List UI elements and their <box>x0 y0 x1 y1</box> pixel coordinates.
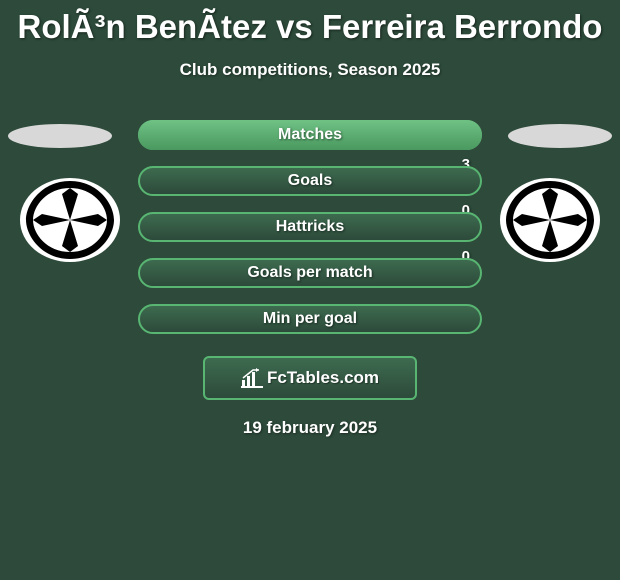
club-badge-right: M W F C <box>500 178 600 262</box>
club-badge-left: M W F C <box>20 178 120 262</box>
badge-letter-top: M <box>65 192 74 204</box>
stat-label: Goals <box>138 166 482 196</box>
brand-label: FcTables.com <box>267 368 379 388</box>
badge-letter-bottom: C <box>546 236 554 248</box>
player-photo-left <box>8 124 112 148</box>
stat-label: Matches <box>138 120 482 150</box>
date-label: 19 february 2025 <box>0 418 620 438</box>
stat-row-min-per-goal: Min per goal <box>138 304 482 334</box>
stat-row-matches: Matches 3 <box>138 120 482 150</box>
badge-letter-right: F <box>570 215 577 227</box>
stat-row-hattricks: Hattricks 0 <box>138 212 482 242</box>
player-photo-right <box>508 124 612 148</box>
badge-letter-bottom: C <box>66 236 74 248</box>
page-title: RolÃ³n BenÃ­tez vs Ferreira Berrondo <box>0 0 620 46</box>
badge-letter-top: M <box>545 192 554 204</box>
stat-row-goals-per-match: Goals per match <box>138 258 482 288</box>
stat-row-goals: Goals 0 <box>138 166 482 196</box>
badge-letter-left: W <box>522 215 533 227</box>
chart-icon <box>241 368 263 388</box>
brand-box: FcTables.com <box>203 356 417 400</box>
stat-label: Goals per match <box>138 258 482 288</box>
stat-label: Hattricks <box>138 212 482 242</box>
badge-letter-right: F <box>90 215 97 227</box>
badge-letter-left: W <box>42 215 53 227</box>
stat-label: Min per goal <box>138 304 482 334</box>
subtitle: Club competitions, Season 2025 <box>0 60 620 80</box>
